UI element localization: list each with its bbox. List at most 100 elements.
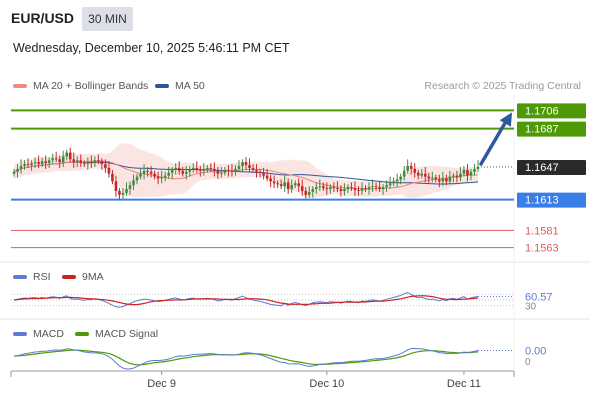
projection-arrow [479,119,508,166]
candle-body [227,169,230,171]
candle-body [269,178,272,182]
candle-body [33,162,37,164]
datetime-label: Wednesday, December 10, 2025 5:46:11 PM … [13,41,290,55]
candle-body [213,168,216,171]
candle-body [311,189,315,192]
macd-signal-swatch [75,332,89,337]
candle-body [237,166,241,169]
candle-body [104,164,107,168]
macd-tick-0: 0 [525,357,531,368]
current-price-label-bg [517,159,586,175]
rsi-tick-30: 30 [525,302,537,313]
macd-label: MACD [33,328,64,340]
candle-body [191,167,195,169]
candle-body [357,190,360,192]
candle-body [441,178,445,182]
candle-body [149,171,153,174]
candle-body [395,179,399,182]
candle-body [469,171,473,176]
candle-body [65,152,69,157]
candle-body [206,167,209,169]
ma50-label: MA 50 [175,80,205,92]
candle-body [107,167,111,174]
resistance-label: 1.1706 [525,105,559,117]
candle-body [431,177,434,179]
candle-body [265,175,269,179]
candle-body [476,166,480,169]
candle-body [44,161,47,164]
candle-body [54,158,58,160]
candle-body [297,183,301,187]
rsi-ma-line [13,295,479,306]
candle-body [445,178,448,182]
candle-body [459,173,462,178]
weak_support-label: 1.1563 [525,243,559,255]
x-tick-label: Dec 9 [147,378,176,390]
candle-body [40,161,44,165]
candle-body [360,188,364,191]
candle-body [90,162,93,164]
candle-body [195,167,199,170]
candle-body [315,187,318,190]
macd-value-bg [522,343,552,357]
legend-rsi-ma: 9MA [62,271,104,283]
legend-macd: MACD [13,328,64,340]
candle-body [177,167,181,171]
candle-body [455,175,459,178]
candle-body [353,188,357,191]
candle-body [332,187,336,189]
x-tick-label: Dec 10 [309,378,344,390]
rsi-ma-label: 9MA [82,271,104,283]
candle-body [181,170,185,174]
candle-body [188,168,192,172]
candle-body [26,164,30,166]
candle-body [68,152,72,160]
candle-body [244,162,248,166]
candle-body [406,166,409,171]
rsi-label: RSI [33,271,51,283]
candle-body [339,189,343,191]
candle-body [423,173,427,177]
candle-body [156,176,160,179]
candle-body [51,158,54,161]
symbol-title: EUR/USD [11,10,75,26]
candle-body [216,170,220,174]
candle-body [364,188,367,190]
macd-signal-label: MACD Signal [95,328,159,340]
candle-body [61,156,65,163]
candle-body [325,188,329,190]
x-tick-label: Dec 11 [447,378,481,390]
weak_support-label: 1.1581 [525,225,559,237]
candle-body [272,181,276,184]
legend-rsi: RSI [13,271,51,283]
resistance-label-bg [517,103,586,119]
candle-body [255,169,258,172]
candle-body [350,187,353,189]
candle-body [97,160,100,162]
candle-body [47,160,51,164]
candle-body [300,186,304,191]
resistance-label-bg [517,121,586,137]
candle-body [473,168,476,172]
candle-body [374,186,378,188]
rsi-value-bg [522,289,556,303]
candle-body [184,171,188,174]
legend-ma20: MA 20 + Bollinger Bands [13,80,148,92]
candle-body [118,190,121,195]
candle-body [202,168,206,171]
resistance-label: 1.1687 [525,124,559,136]
candle-body [402,170,406,177]
candle-body [146,170,149,172]
candle-body [381,187,385,190]
candle-body [251,167,255,170]
support-label-bg [517,192,586,208]
candle-body [413,168,417,173]
candle-body [153,173,156,177]
candle-body [293,183,297,186]
rsi-current-value: 60.57 [525,292,553,304]
candle-body [128,185,132,190]
ma20-label: MA 20 + Bollinger Bands [33,80,149,92]
candle-body [399,176,402,180]
timeframe-button[interactable]: 30 MIN [82,7,133,31]
